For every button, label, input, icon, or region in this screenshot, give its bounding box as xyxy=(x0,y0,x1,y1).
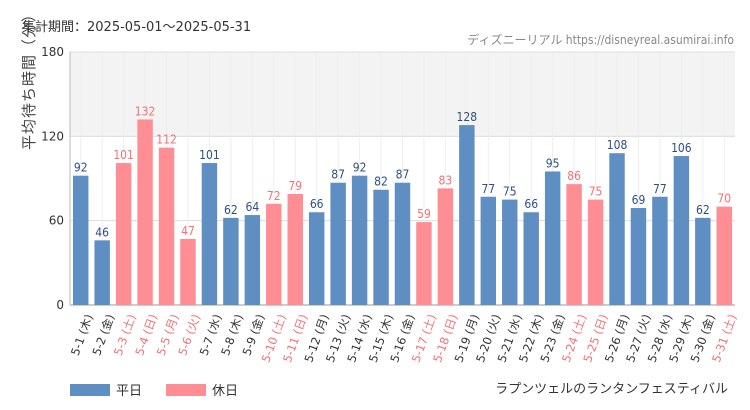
bar xyxy=(673,156,690,305)
bar xyxy=(115,163,132,305)
data-label: 70 xyxy=(717,192,731,206)
data-label: 132 xyxy=(135,104,156,118)
legend-swatch-weekday xyxy=(70,383,110,396)
data-label: 79 xyxy=(288,179,302,193)
data-label: 66 xyxy=(310,197,324,211)
bar xyxy=(416,222,432,305)
y-tick-label: 180 xyxy=(41,45,64,59)
bar xyxy=(287,193,303,305)
bar xyxy=(73,175,89,305)
data-label: 83 xyxy=(439,173,453,187)
data-label: 86 xyxy=(567,169,581,183)
bar xyxy=(587,199,604,305)
bar xyxy=(630,208,647,305)
bar xyxy=(180,238,196,305)
data-label: 82 xyxy=(374,175,388,189)
data-label: 72 xyxy=(267,189,281,203)
bar xyxy=(695,217,711,305)
bar xyxy=(566,184,582,305)
data-label: 92 xyxy=(353,161,367,175)
legend-label-holiday: 休日 xyxy=(212,384,239,399)
data-label: 69 xyxy=(632,193,646,207)
data-label: 46 xyxy=(95,225,109,239)
data-label: 75 xyxy=(589,185,603,199)
bar xyxy=(266,203,282,305)
bar xyxy=(223,217,239,305)
data-label: 77 xyxy=(481,182,495,196)
data-label: 92 xyxy=(74,161,88,175)
legend-item-holiday: 休日 xyxy=(166,380,238,399)
bar xyxy=(480,196,497,305)
bar xyxy=(609,153,625,305)
y-tick-label: 120 xyxy=(41,129,64,143)
bar xyxy=(201,163,218,305)
data-label: 64 xyxy=(245,200,259,214)
bar xyxy=(544,171,561,305)
data-label: 62 xyxy=(224,203,238,217)
data-label: 66 xyxy=(524,197,538,211)
data-label: 62 xyxy=(696,203,710,217)
bar xyxy=(330,182,346,305)
data-label: 101 xyxy=(199,148,220,162)
bar xyxy=(308,212,325,305)
bar xyxy=(502,199,518,305)
legend-label-weekday: 平日 xyxy=(116,384,143,399)
bar xyxy=(351,175,368,305)
bar xyxy=(437,188,454,305)
data-label: 87 xyxy=(396,168,410,182)
legend-swatch-holiday xyxy=(166,383,207,396)
bar xyxy=(523,212,539,305)
data-label: 47 xyxy=(181,224,195,238)
y-tick-label: 0 xyxy=(56,298,64,312)
bar xyxy=(94,240,110,305)
data-label: 77 xyxy=(653,182,667,196)
data-label: 59 xyxy=(417,207,431,221)
bar xyxy=(716,206,732,305)
data-label: 112 xyxy=(156,133,177,147)
data-label: 87 xyxy=(331,168,345,182)
data-label: 95 xyxy=(546,156,560,170)
bar xyxy=(459,125,475,305)
y-tick-label: 60 xyxy=(49,214,64,228)
legend-item-weekday: 平日 xyxy=(70,380,142,399)
bar xyxy=(137,119,153,305)
bar xyxy=(652,196,668,305)
bar xyxy=(244,215,261,305)
data-label: 128 xyxy=(457,110,478,124)
legend: 平日 休日 xyxy=(70,380,238,399)
source-label: ディズニーリアル https://disneyreal.asumirai.inf… xyxy=(467,33,734,47)
period-label: 集計期間：2025-05-01～2025-05-31 xyxy=(22,20,252,35)
bar xyxy=(394,182,411,305)
data-label: 101 xyxy=(113,148,134,162)
bar xyxy=(158,147,175,305)
data-label: 108 xyxy=(607,138,628,152)
chart-title: ラプンツェルのランタンフェスティバル xyxy=(495,382,728,397)
bar xyxy=(373,189,389,305)
data-label: 75 xyxy=(503,185,517,199)
data-label: 106 xyxy=(671,141,692,155)
